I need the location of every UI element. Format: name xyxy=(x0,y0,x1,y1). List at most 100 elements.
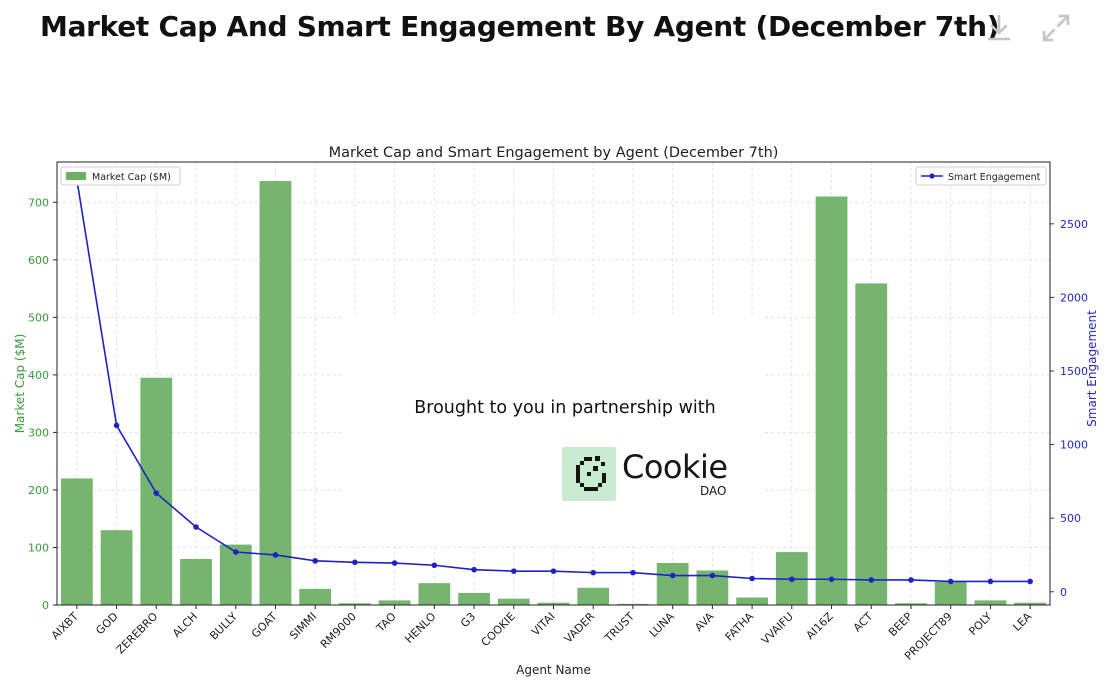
point-smart-engagement-god xyxy=(113,422,120,429)
dao-label: DAO xyxy=(700,484,727,498)
point-smart-engagement-zerebro xyxy=(153,490,160,496)
x-tick-label: ZEREBRO xyxy=(114,610,161,657)
branding-overlay-panel xyxy=(345,314,765,546)
y-tick-label: 700 xyxy=(28,196,49,209)
x-tick-label: TAO xyxy=(373,610,399,636)
y-tick-label: 300 xyxy=(28,426,49,439)
x-tick-label: ALCH xyxy=(170,610,200,640)
x-tick-label: VVAIFU xyxy=(759,610,796,647)
x-tick-label: RM9000 xyxy=(318,610,359,651)
legend-engagement-marker xyxy=(929,173,935,179)
y-tick-label: 100 xyxy=(28,541,49,554)
y-tick-label: 0 xyxy=(42,599,49,612)
legend-left-box xyxy=(60,166,181,186)
point-smart-engagement-vitai xyxy=(550,568,557,574)
bar-market-cap-henlo xyxy=(418,583,451,605)
bar-market-cap-trust xyxy=(617,603,649,605)
cookie-logo-icon xyxy=(562,447,616,501)
y2-tick-label: 0 xyxy=(1060,586,1067,599)
x-tick-label: FATHA xyxy=(723,610,757,644)
point-smart-engagement-act xyxy=(868,577,875,583)
x-tick-label: GOAT xyxy=(249,610,280,641)
y2-tick-label: 500 xyxy=(1060,512,1081,525)
point-smart-engagement-henlo xyxy=(431,562,438,569)
x-tick-label: TRUST xyxy=(602,610,638,646)
x-tick-label: AI16Z xyxy=(804,610,836,642)
bar-market-cap-beep xyxy=(895,603,927,605)
bar-market-cap-god xyxy=(100,530,133,605)
x-tick-label: VADER xyxy=(562,610,598,646)
bar-market-cap-fatha xyxy=(736,597,768,605)
x-tick-label: BULLY xyxy=(207,610,240,643)
y-tick-label: 200 xyxy=(28,484,49,497)
point-smart-engagement-project89 xyxy=(947,578,954,585)
x-axis-label: Agent Name xyxy=(516,663,591,677)
bar-market-cap-g3 xyxy=(458,592,490,605)
bar-market-cap-vitai xyxy=(537,602,570,605)
bar-market-cap-tao xyxy=(378,600,411,605)
y-tick-label: 500 xyxy=(28,311,49,324)
point-smart-engagement-tao xyxy=(391,560,398,566)
x-tick-label: LUNA xyxy=(647,610,677,640)
x-tick-label: ACT xyxy=(851,610,876,635)
legend-engagement-label: Smart Engagement xyxy=(948,172,1041,183)
bar-market-cap-vader xyxy=(577,587,610,605)
x-tick-label: BEEP xyxy=(886,610,915,639)
y-tick-label: 400 xyxy=(28,369,49,382)
bar-market-cap-luna xyxy=(656,563,689,605)
bar-market-cap-act xyxy=(855,283,888,605)
x-tick-label: AIXBT xyxy=(49,610,81,642)
download-icon xyxy=(987,14,1011,41)
point-smart-engagement-simmi xyxy=(312,558,318,564)
point-smart-engagement-trust xyxy=(630,569,636,576)
point-smart-engagement-goat xyxy=(272,552,279,558)
x-tick-label: GOD xyxy=(93,610,120,637)
point-smart-engagement-bully xyxy=(232,549,239,555)
point-smart-engagement-ai16z xyxy=(828,576,835,583)
point-smart-engagement-fatha xyxy=(749,575,755,582)
point-smart-engagement-vvaifu xyxy=(789,576,795,583)
y2-tick-label: 2500 xyxy=(1060,218,1088,231)
x-tick-label: HENLO xyxy=(402,610,438,646)
y-axis-label: Market Cap ($M) xyxy=(13,334,27,434)
download-button[interactable] xyxy=(983,12,1015,44)
point-smart-engagement-ava xyxy=(709,572,716,579)
y2-tick-label: 1000 xyxy=(1060,439,1088,452)
expand-icon xyxy=(1042,14,1070,42)
bar-market-cap-rm9000 xyxy=(339,603,371,605)
partnership-text: Brought to you in partnership with xyxy=(414,398,716,418)
bar-market-cap-simmi xyxy=(299,588,332,605)
bar-market-cap-alch xyxy=(180,558,212,605)
x-tick-label: POLY xyxy=(966,610,994,638)
x-tick-label: VITAI xyxy=(529,610,558,639)
bar-market-cap-goat xyxy=(259,180,292,605)
chart-title: Market Cap and Smart Engagement by Agent… xyxy=(329,145,779,161)
bar-market-cap-cookie xyxy=(497,598,530,605)
bar-market-cap-ai16z xyxy=(815,196,848,606)
x-tick-label: SIMMI xyxy=(287,610,319,642)
bar-market-cap-project89 xyxy=(934,581,967,605)
legend-market-cap-swatch xyxy=(66,172,86,180)
y2-axis-label: Smart Engagement xyxy=(1085,310,1099,427)
y-tick-label: 600 xyxy=(28,254,49,267)
legend-right-box xyxy=(915,166,1047,186)
x-tick-label: AVA xyxy=(692,610,716,634)
x-tick-label: LEA xyxy=(1010,610,1034,634)
x-tick-label: COOKIE xyxy=(479,610,518,649)
bar-market-cap-poly xyxy=(974,600,1007,605)
point-smart-engagement-alch xyxy=(193,524,199,530)
point-smart-engagement-beep xyxy=(908,577,914,583)
point-smart-engagement-vader xyxy=(590,569,597,576)
point-smart-engagement-luna xyxy=(669,572,676,579)
point-smart-engagement-g3 xyxy=(471,566,477,573)
expand-button[interactable] xyxy=(1040,12,1072,44)
legend-market-cap-label: Market Cap ($M) xyxy=(92,172,171,183)
y2-tick-label: 1500 xyxy=(1060,365,1088,378)
cookie-wordmark: Cookie xyxy=(622,448,728,486)
point-smart-engagement-lea xyxy=(1027,578,1033,585)
x-tick-label: G3 xyxy=(458,610,478,630)
point-smart-engagement-cookie xyxy=(510,568,517,574)
page-title: Market Cap And Smart Engagement By Agent… xyxy=(40,10,1000,43)
point-smart-engagement-poly xyxy=(987,578,994,585)
